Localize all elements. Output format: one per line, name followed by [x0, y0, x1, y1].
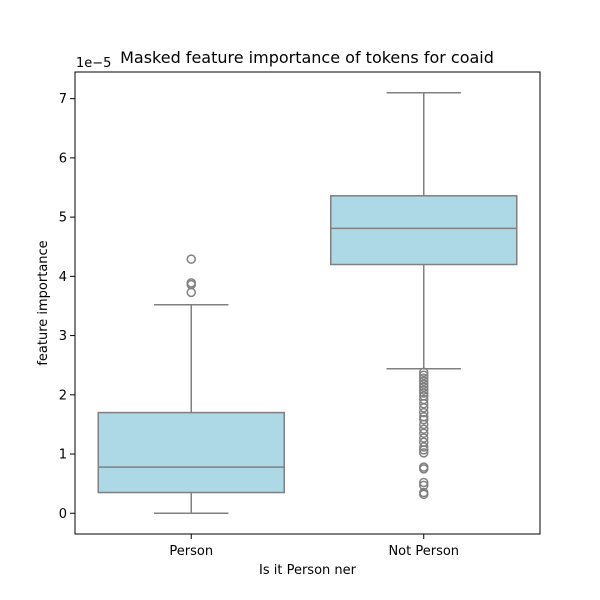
outlier-point [419, 487, 429, 498]
box-iqr [330, 195, 518, 266]
outlier-point [419, 370, 429, 381]
outlier-point [419, 394, 429, 405]
x-tick-label: Person [169, 544, 213, 559]
outlier-point [419, 480, 429, 491]
y-tick-label: 4 [59, 270, 67, 285]
plot-area [97, 91, 518, 515]
x-tick-label: Not Person [388, 544, 459, 559]
x-axis: Person Not Person [169, 534, 459, 559]
outlier-point [419, 411, 429, 422]
outlier-point [419, 373, 429, 383]
outlier-point [419, 428, 429, 439]
box-group [97, 254, 285, 515]
y-axis: 0 1 2 3 4 5 6 7 [59, 92, 75, 522]
outlier-point [419, 379, 429, 389]
y-tick-label: 3 [59, 329, 67, 344]
y-tick-label: 7 [59, 92, 67, 107]
outlier-point [419, 385, 429, 395]
outlier-point [419, 414, 429, 425]
outlier-point [419, 382, 429, 392]
outlier-point [186, 287, 196, 298]
outlier-point [419, 407, 429, 418]
y-tick-label: 0 [59, 507, 67, 522]
outlier-point [419, 442, 429, 452]
box-group [330, 91, 518, 500]
outlier-point [419, 367, 429, 378]
plot-frame [74, 71, 541, 535]
y-tick-label: 1 [59, 448, 67, 463]
outlier-point [419, 376, 429, 386]
outlier-point [419, 437, 429, 447]
outlier-point [186, 254, 196, 264]
outlier-point [419, 477, 429, 488]
outlier-point [419, 424, 429, 434]
y-axis-offset-label: 1e−5 [76, 56, 111, 71]
y-axis-label: feature importance [36, 240, 51, 365]
box-iqr [97, 411, 285, 494]
y-tick-label: 6 [59, 151, 67, 166]
outlier-point [419, 462, 429, 472]
outlier-point [186, 278, 196, 288]
x-axis-label: Is it Person ner [259, 563, 357, 578]
outlier-point [419, 448, 429, 458]
outlier-point [419, 391, 429, 401]
y-tick-label: 2 [59, 388, 67, 403]
chart-title: Masked feature importance of tokens for … [120, 48, 494, 67]
y-tick-label: 5 [59, 211, 67, 226]
outlier-point [419, 388, 429, 398]
outlier-point [419, 433, 429, 443]
